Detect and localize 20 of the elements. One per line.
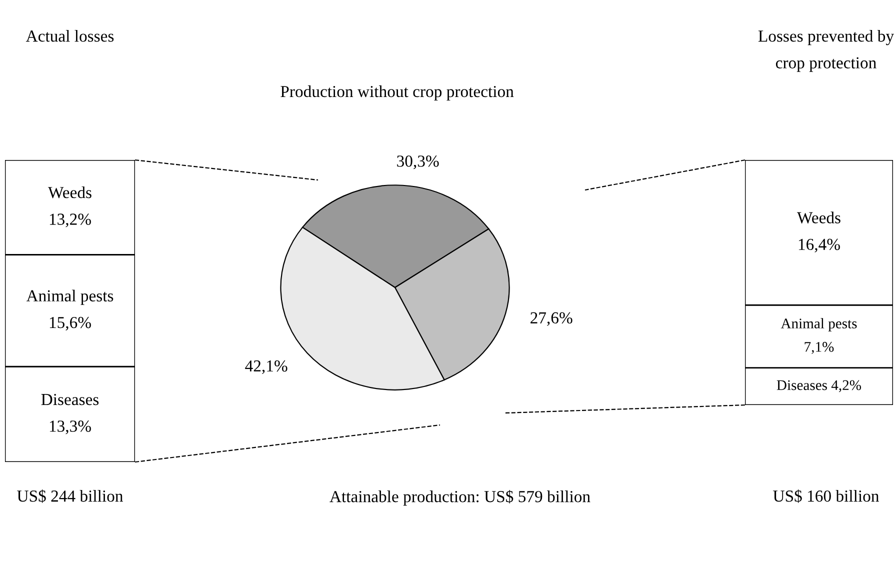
data-label: 7,1%	[804, 342, 834, 354]
text: US$ 244 billion	[17, 489, 123, 503]
series-label: Animal pests	[26, 290, 114, 305]
data-label: 13,3%	[50, 420, 91, 434]
series-label: Weeds	[797, 212, 840, 224]
series-label: Animal pests	[780, 318, 857, 332]
chart-title: Losses prevented by crop protection	[758, 30, 894, 72]
data-label: 15,6%	[50, 316, 91, 331]
data-label: 27,6%	[530, 312, 572, 326]
chart-title: Actual losses	[26, 30, 114, 42]
data-label: 30,3%	[397, 156, 439, 170]
text: Attainable production: US$ 579 billion	[330, 490, 590, 506]
text: US$ 160 billion	[773, 489, 879, 503]
data-label: 16,4%	[798, 238, 840, 252]
series-label: Diseases	[41, 394, 99, 406]
slice-label: Production without crop protection	[280, 85, 514, 101]
data-label: 13,2%	[50, 214, 91, 228]
series-label: Weeds	[48, 186, 92, 198]
text: Diseases 4,2%	[776, 380, 862, 392]
data-label: 42,1%	[245, 360, 288, 374]
